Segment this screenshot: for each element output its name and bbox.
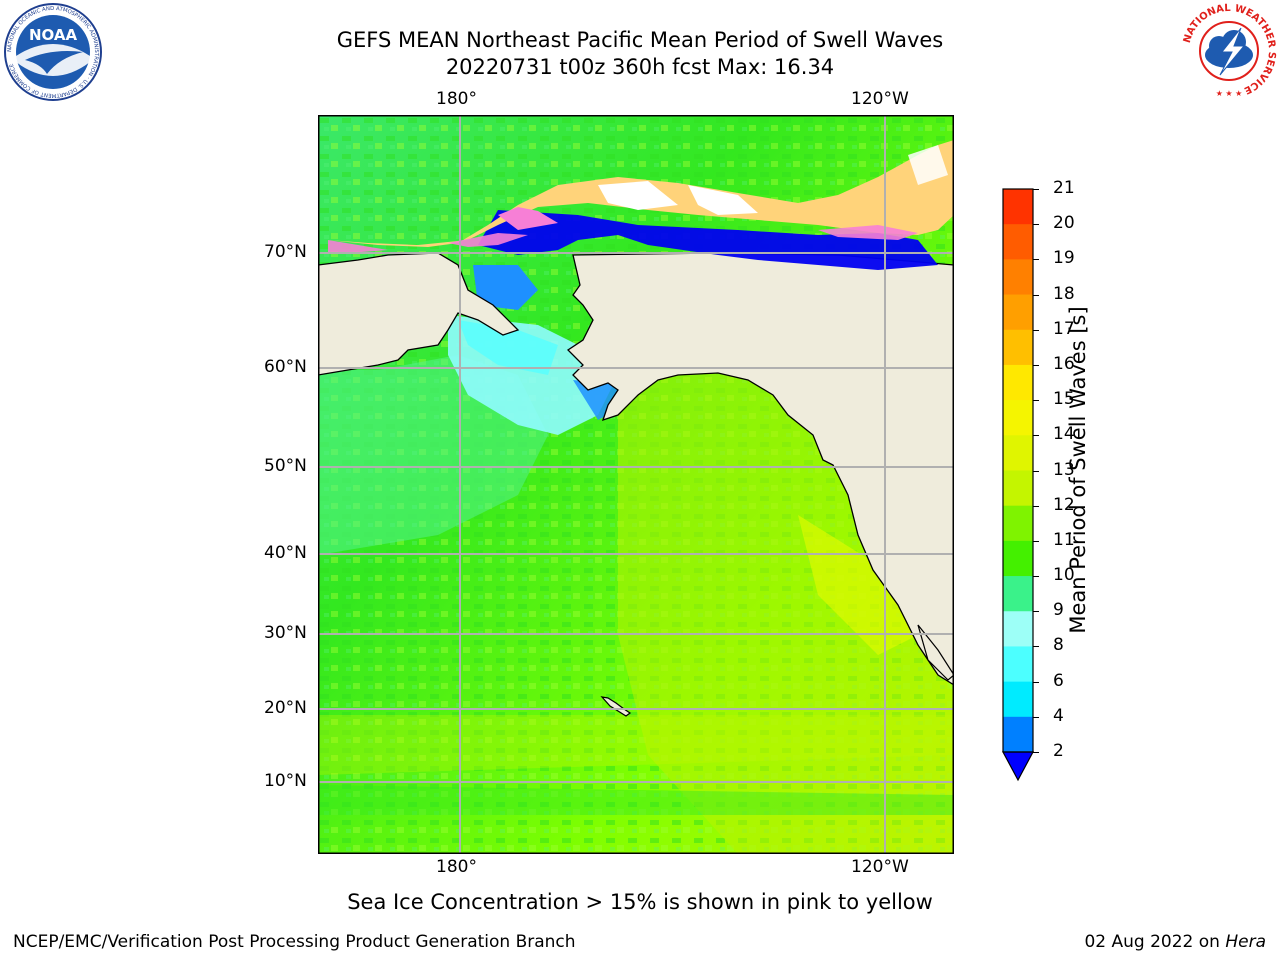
colorbar-tick-label: 13 <box>1053 459 1075 480</box>
colorbar-tick-mark <box>1033 681 1039 683</box>
colorbar-tick-mark <box>1033 470 1039 472</box>
colorbar-tick-label: 4 <box>1053 705 1064 726</box>
colorbar-segment <box>1003 435 1033 471</box>
colorbar-segment <box>1003 646 1033 683</box>
map-panel <box>318 115 954 854</box>
colorbar-tick-mark <box>1033 224 1039 226</box>
lat-tick-40n: 40°N <box>264 543 307 563</box>
lon-tick-bottom-180: 180° <box>436 857 477 877</box>
colorbar-segment <box>1003 611 1033 647</box>
noaa-logo: NOAA NATIONAL OCEANIC AND ATMOSPHERIC AD… <box>4 3 102 101</box>
colorbar-tick-label: 16 <box>1053 353 1075 374</box>
colorbar-tick-label: 20 <box>1053 213 1075 234</box>
lat-tick-20n: 20°N <box>264 698 307 718</box>
colorbar-tick-mark <box>1033 400 1039 402</box>
colorbar <box>1001 188 1035 782</box>
colorbar-tick-mark <box>1033 505 1039 507</box>
colorbar-segment <box>1003 681 1033 718</box>
colorbar-segment <box>1003 189 1033 225</box>
lat-tick-50n: 50°N <box>264 456 307 476</box>
colorbar-tick-mark <box>1033 540 1039 542</box>
colorbar-segment <box>1003 400 1033 436</box>
colorbar-tick-label: 15 <box>1053 389 1075 410</box>
colorbar-segment <box>1003 505 1033 542</box>
colorbar-tick-mark <box>1033 294 1039 296</box>
footer-machine: Hera <box>1225 932 1266 952</box>
colorbar-segment <box>1003 364 1033 401</box>
colorbar-tick-label: 18 <box>1053 283 1075 304</box>
lat-tick-60n: 60°N <box>264 357 307 377</box>
map-title: GEFS MEAN Northeast Pacific Mean Period … <box>336 28 944 52</box>
colorbar-tick-mark <box>1033 576 1039 578</box>
colorbar-tick-mark <box>1033 646 1039 648</box>
colorbar-tick-label: 21 <box>1053 178 1075 198</box>
colorbar-segment <box>1003 259 1033 296</box>
colorbar-segment <box>1003 716 1033 753</box>
colorbar-tick-mark <box>1033 259 1039 261</box>
lon-tick-top-120w: 120°W <box>851 89 909 109</box>
colorbar-tick-mark <box>1033 611 1039 613</box>
colorbar-tick-mark <box>1033 716 1039 718</box>
lat-tick-10n: 10°N <box>264 771 307 791</box>
colorbar-tick-mark <box>1033 752 1039 753</box>
colorbar-tick-label: 14 <box>1053 424 1075 445</box>
nws-logo: NATIONAL WEATHER SERVICE ★ ★ ★ <box>1180 2 1278 100</box>
colorbar-tick-label: 12 <box>1053 494 1075 515</box>
land-north-america <box>566 252 954 686</box>
colorbar-tick-mark <box>1033 189 1039 190</box>
colorbar-tick-label: 10 <box>1053 565 1075 586</box>
colorbar-segment <box>1003 540 1033 577</box>
colorbar-tick-label: 9 <box>1053 600 1064 621</box>
lat-tick-30n: 30°N <box>264 623 307 643</box>
colorbar-tick-mark <box>1033 329 1039 331</box>
colorbar-label: Mean Period of Swell Waves [s] <box>1066 306 1090 634</box>
graticule <box>318 115 954 854</box>
footer-branch: NCEP/EMC/Verification Post Processing Pr… <box>13 932 576 952</box>
colorbar-segment <box>1003 576 1033 612</box>
colorbar-segment <box>1003 294 1033 331</box>
colorbar-tick-label: 19 <box>1053 248 1075 269</box>
colorbar-segment <box>1003 329 1033 366</box>
colorbar-tick-label: 2 <box>1053 741 1064 761</box>
colorbar-tick-label: 11 <box>1053 529 1075 550</box>
colorbar-tick-mark <box>1033 364 1039 366</box>
colorbar-tick-mark <box>1033 435 1039 437</box>
hawaii-islands <box>600 696 632 717</box>
colorbar-segment <box>1003 224 1033 260</box>
noaa-logo-text: NOAA <box>29 26 78 44</box>
colorbar-tick-label: 8 <box>1053 635 1064 656</box>
lon-tick-bottom-120w: 120°W <box>851 857 909 877</box>
colorbar-tick-label: 6 <box>1053 670 1064 691</box>
colorbar-tick-label: 17 <box>1053 318 1075 339</box>
sea-ice-note: Sea Ice Concentration > 15% is shown in … <box>347 890 933 914</box>
footer-date-text: 02 Aug 2022 on <box>1084 932 1226 952</box>
map-subtitle: 20220731 t00z 360h fcst Max: 16.34 <box>445 55 835 79</box>
svg-text:★ ★ ★: ★ ★ ★ <box>1216 89 1243 98</box>
lat-tick-70n: 70°N <box>264 242 307 262</box>
lon-tick-top-180: 180° <box>436 89 477 109</box>
footer-date: 02 Aug 2022 on Hera <box>1084 932 1266 952</box>
colorbar-segment <box>1003 470 1033 507</box>
